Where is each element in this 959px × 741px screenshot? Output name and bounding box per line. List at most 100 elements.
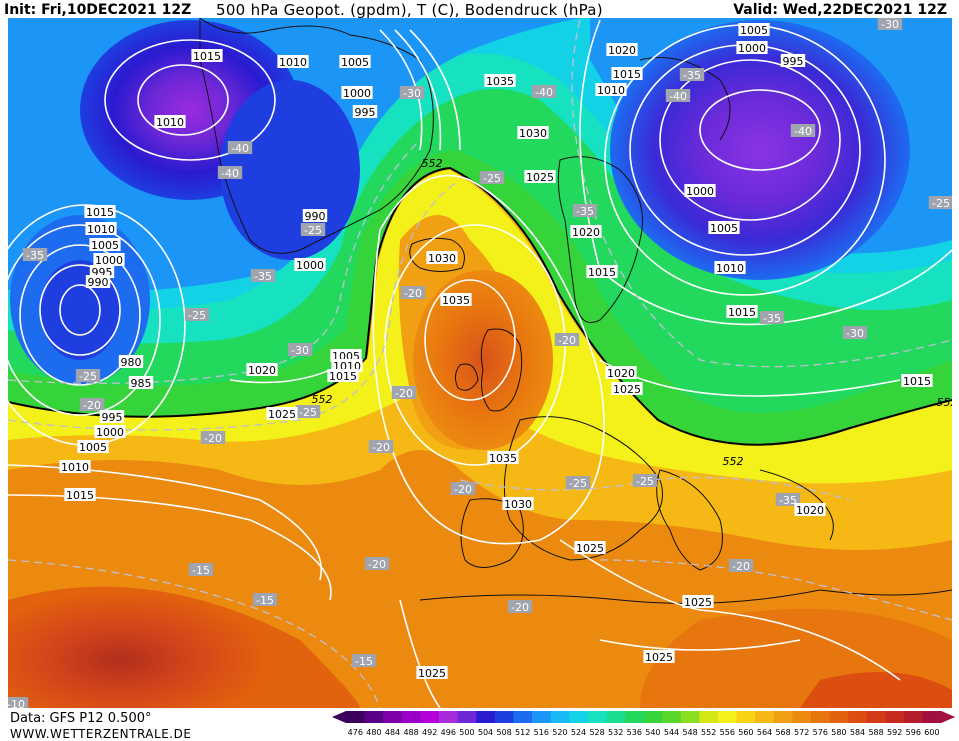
pressure-label-box [191, 49, 223, 62]
pressure-label-box [302, 209, 328, 222]
temperature-label-text: -20 [204, 432, 222, 445]
pressure-label: 995 [352, 105, 378, 119]
pressure-label-box [89, 265, 115, 278]
pressure-label-box [99, 410, 125, 423]
pressure-label-text: 990 [305, 210, 326, 223]
isotherm-15 [8, 559, 381, 708]
color-legend: 476 480 484 488 492 496 500 504 508 512 516 520 524 5… [332, 711, 956, 737]
pressure-label-box [277, 55, 309, 68]
legend-swatch [420, 711, 440, 723]
british-isles-coast [454, 328, 523, 412]
pressure-label-box [327, 369, 359, 382]
legend-swatch [680, 711, 700, 723]
pressure-label-box [708, 221, 740, 234]
temperature-label-text: -20 [511, 601, 529, 614]
norway-coast [557, 156, 643, 323]
temperature-label: -10 [8, 697, 29, 708]
pressure-label-text: 1005 [740, 24, 768, 37]
temperature-label-text: -35 [254, 270, 272, 283]
pressure-label-text: 990 [88, 276, 109, 289]
temperature-label-box [250, 269, 276, 282]
geopotential-552-label: 552 [312, 393, 333, 406]
geopotential-552-label: 552 [422, 157, 443, 170]
temperature-label-text: -35 [576, 205, 594, 218]
pressure-label-box [294, 258, 326, 271]
pressure-label-box [682, 595, 714, 608]
temperature-label-text: -25 [79, 370, 97, 383]
isobar-1025-africa [599, 639, 801, 651]
pressure-label-box [154, 115, 186, 128]
temperature-label-text: -40 [535, 86, 553, 99]
pressure-label-text: 1000 [738, 42, 766, 55]
temperature-label-text: -35 [763, 312, 781, 325]
pressure-label-text: 1025 [613, 383, 641, 396]
pressure-label: 980 [118, 355, 144, 369]
temperature-label-box [632, 474, 658, 487]
weather-map: -30 -40 -40 -40 -25 -35 -25 -35 -25 -35 -30 -25 -20 -… [8, 18, 952, 708]
legend-swatch [569, 711, 589, 723]
pressure-label: 1015 [84, 205, 116, 219]
greenland-coast [199, 18, 434, 254]
temperature-label-box [790, 124, 816, 137]
field-uk-core [413, 270, 553, 450]
pressure-label-box [339, 55, 371, 68]
isobar-995-east [699, 89, 821, 171]
isobar-1025-south [559, 539, 901, 681]
pressure-label-text: 1010 [61, 461, 89, 474]
pressure-label: 1035 [487, 451, 519, 465]
temperature-label-box [79, 398, 105, 411]
legend-swatch [532, 711, 552, 723]
temperature-label: -25 [479, 171, 505, 185]
temperature-label-text: -20 [368, 558, 386, 571]
iceland-coast [409, 237, 465, 272]
balkan-coast [759, 469, 834, 541]
pressure-label-box [77, 440, 109, 453]
pressure-label-text: 1020 [796, 504, 824, 517]
legend-swatch [904, 711, 924, 723]
isoline-552 [8, 166, 952, 446]
pressure-label-box [586, 265, 618, 278]
isotherm-30-east [571, 19, 952, 368]
map-title: 500 hPa Geopot. (gpdm), T (C), Bodendruc… [216, 1, 603, 19]
temperature-label-box [450, 482, 476, 495]
temperature-label-box [759, 311, 785, 324]
pressure-label: 990 [85, 275, 111, 289]
scandinavia-north-coast [639, 57, 731, 141]
pressure-label: 1000 [684, 184, 716, 198]
pressure-label: 1025 [682, 595, 714, 609]
pressure-label: 1020 [605, 366, 637, 380]
geopotential-label-layer: 552 552 552 552 [312, 157, 953, 468]
temperature-label-box [287, 343, 313, 356]
temperature-label-text: -20 [558, 334, 576, 347]
pressure-label-text: 1010 [279, 56, 307, 69]
temperature-label-box [877, 18, 903, 30]
legend-value: 488 [403, 728, 418, 737]
isobar-1010-greenland [137, 64, 229, 136]
temperature-label: -25 [295, 405, 321, 419]
legend-swatch [848, 711, 868, 723]
pressure-label: 1025 [266, 407, 298, 421]
pressure-label: 1010 [154, 115, 186, 129]
legend-value: 552 [701, 728, 716, 737]
pressure-label: 1000 [341, 86, 373, 100]
pressure-label-box [94, 425, 126, 438]
pressure-label-box [331, 359, 363, 372]
legend-arrow-high [941, 711, 956, 723]
temperature-label-text: -35 [26, 249, 44, 262]
legend-value: 596 [906, 728, 921, 737]
pressure-label-text: 995 [783, 55, 804, 68]
temperature-label: -35 [679, 68, 705, 82]
pressure-label: 1020 [606, 43, 638, 57]
field-se-warm [800, 672, 952, 708]
pressure-label-text: 1025 [526, 171, 554, 184]
pressure-label-text: 1020 [608, 44, 636, 57]
temperature-label-box [351, 654, 377, 667]
pressure-label-box [484, 74, 516, 87]
legend-value: 556 [720, 728, 735, 737]
pressure-label: 1025 [416, 666, 448, 680]
temperature-label: -20 [400, 286, 426, 300]
legend-value: 564 [757, 728, 772, 737]
pressure-label-text: 1025 [576, 542, 604, 555]
temperature-label: -20 [79, 398, 105, 412]
pressure-label: 995 [780, 54, 806, 68]
